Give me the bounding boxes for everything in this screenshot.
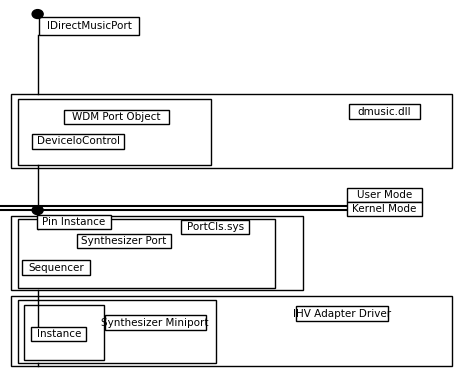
Bar — [347, 202, 422, 216]
Bar — [347, 188, 422, 202]
Bar — [296, 306, 388, 321]
Text: Kernel Mode: Kernel Mode — [352, 204, 417, 215]
Text: IHV Adapter Driver: IHV Adapter Driver — [293, 309, 391, 319]
Bar — [349, 104, 420, 119]
Bar — [11, 296, 452, 366]
Bar — [64, 110, 169, 124]
Text: Instance: Instance — [37, 329, 81, 339]
Bar — [181, 220, 249, 234]
Text: IDirectMusicPort: IDirectMusicPort — [47, 21, 131, 31]
Bar — [31, 327, 86, 341]
Circle shape — [32, 206, 43, 215]
Text: PortCls.sys: PortCls.sys — [187, 222, 244, 232]
Text: Synthesizer Port: Synthesizer Port — [81, 236, 167, 246]
Bar — [105, 315, 206, 330]
Text: User Mode: User Mode — [357, 190, 412, 201]
Text: Pin Instance: Pin Instance — [42, 217, 106, 228]
Text: dmusic.dll: dmusic.dll — [358, 107, 411, 117]
Text: WDM Port Object: WDM Port Object — [73, 112, 161, 122]
Bar — [22, 260, 90, 275]
Text: DeviceIoControl: DeviceIoControl — [37, 136, 119, 147]
Bar — [77, 234, 171, 248]
Bar — [18, 99, 211, 165]
Circle shape — [32, 10, 43, 18]
Bar — [32, 134, 124, 149]
Text: Synthesizer Miniport: Synthesizer Miniport — [101, 317, 209, 328]
Bar — [18, 219, 275, 288]
Bar — [39, 17, 139, 35]
Bar — [37, 215, 111, 229]
Bar — [18, 300, 216, 363]
Bar — [11, 94, 452, 168]
Text: Sequencer: Sequencer — [28, 262, 84, 273]
Bar — [11, 216, 303, 290]
Bar — [24, 305, 104, 360]
